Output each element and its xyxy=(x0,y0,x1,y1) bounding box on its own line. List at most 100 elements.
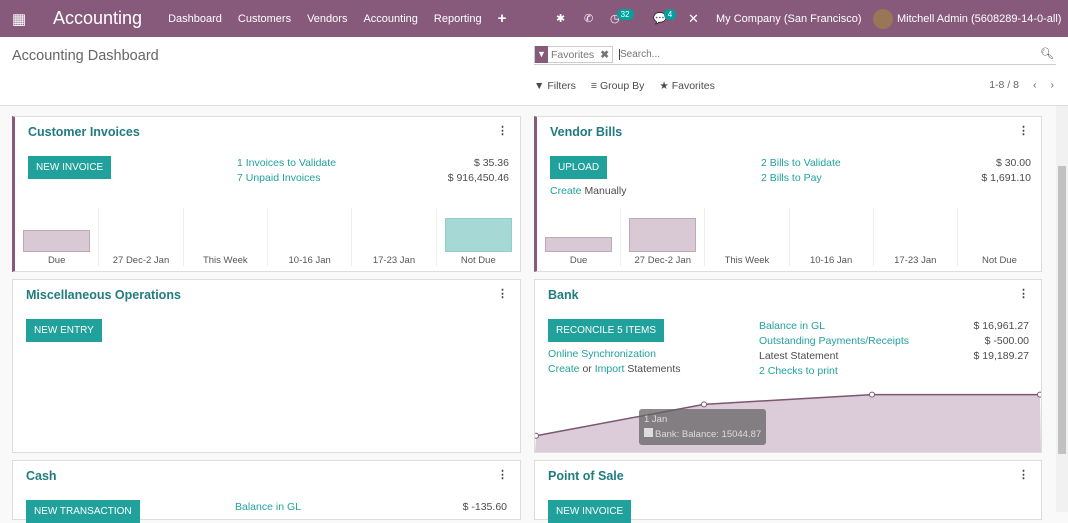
bar-column: Not Due xyxy=(958,208,1041,266)
apps-menu-icon[interactable]: ▦ xyxy=(12,10,27,28)
favorites-label: Favorites xyxy=(671,80,715,92)
balance-gl-link[interactable]: Balance in GL xyxy=(235,501,301,513)
menu-reporting[interactable]: Reporting xyxy=(433,12,482,25)
filters-button[interactable]: ▼ Filters xyxy=(534,80,576,92)
or-text: or xyxy=(582,363,592,375)
data-point[interactable] xyxy=(535,432,539,439)
company-switcher[interactable]: My Company (San Francisco) xyxy=(716,12,862,25)
bar-label: This Week xyxy=(202,255,248,266)
user-name: Mitchell Admin (5608289-14-0-all) xyxy=(897,12,1062,25)
bar[interactable] xyxy=(444,218,512,252)
create-manually-suffix: Manually xyxy=(584,185,627,197)
search-input[interactable] xyxy=(619,49,1056,60)
card-title[interactable]: Vendor Bills xyxy=(550,125,623,139)
value: $ 19,189.27 xyxy=(973,350,1029,362)
kebab-menu-icon[interactable]: ⋮ xyxy=(497,469,508,481)
card-title[interactable]: Miscellaneous Operations xyxy=(26,288,181,302)
import-statement-link[interactable]: Import xyxy=(594,363,625,375)
menu-accounting[interactable]: Accounting xyxy=(363,12,418,25)
pager-next-icon[interactable]: › xyxy=(1050,79,1055,91)
bar-column: Due xyxy=(15,208,100,266)
bug-icon[interactable]: ✱ xyxy=(556,13,566,25)
kebab-menu-icon[interactable]: ⋮ xyxy=(497,288,508,300)
data-point[interactable] xyxy=(1037,391,1043,398)
bar-column: 17-23 Jan xyxy=(352,208,437,266)
new-invoice-button[interactable]: New Invoice xyxy=(28,156,112,179)
bar-label: 17-23 Jan xyxy=(372,255,416,266)
tooltip-text: Bank: Balance: 15044.87 xyxy=(655,429,762,440)
card-title[interactable]: Point of Sale xyxy=(548,469,624,483)
bills-bar-chart: Due 27 Dec-2 Jan This Week 10-16 Jan 17-23 J… xyxy=(537,208,1041,266)
bar[interactable] xyxy=(545,236,612,252)
plus-icon[interactable]: + xyxy=(497,10,507,27)
clock-icon: ◷ xyxy=(610,13,620,25)
value: $ 1,691.10 xyxy=(981,172,1031,184)
app-title[interactable]: Accounting xyxy=(53,8,143,28)
phone-icon[interactable]: ✆ xyxy=(584,13,594,25)
bar-label: This Week xyxy=(724,255,770,266)
outstanding-payments-link[interactable]: Outstanding Payments/Receipts xyxy=(759,335,909,347)
value: $ -500.00 xyxy=(984,335,1029,347)
card-title[interactable]: Bank xyxy=(548,288,579,302)
tooltip-title: 1 Jan xyxy=(644,414,668,425)
upload-button[interactable]: Upload xyxy=(550,156,608,179)
point-of-sale-card: Point of Sale ⋮ New Invoice xyxy=(534,460,1042,523)
scrollbar[interactable] xyxy=(1056,106,1068,512)
card-title[interactable]: Customer Invoices xyxy=(28,125,140,139)
favorites-button[interactable]: ★ Favorites xyxy=(659,80,715,92)
tools-icon[interactable]: ✕ xyxy=(688,10,699,26)
kebab-menu-icon[interactable]: ⋮ xyxy=(1018,288,1029,300)
bar-column: This Week xyxy=(705,208,790,266)
bills-to-validate-link[interactable]: 2 Bills to Validate xyxy=(761,157,841,169)
bar[interactable] xyxy=(23,229,90,252)
avatar xyxy=(873,8,893,29)
card-title[interactable]: Cash xyxy=(26,469,57,483)
bar-column: 27 Dec-2 Jan xyxy=(621,208,706,266)
pager-previous-icon[interactable]: ‹ xyxy=(1033,79,1037,91)
create-statement-link[interactable]: Create xyxy=(548,363,580,375)
menu-dashboard[interactable]: Dashboard xyxy=(168,12,222,25)
bar-column: 10-16 Jan xyxy=(790,208,874,266)
bills-to-pay-link[interactable]: 2 Bills to Pay xyxy=(761,172,822,184)
balance-gl-link[interactable]: Balance in GL xyxy=(759,320,825,332)
search-facet[interactable]: ▼ Favorites ✖ xyxy=(534,46,613,63)
bank-card: Bank ⋮ Reconcile 5 Items Online Synchron… xyxy=(534,279,1042,453)
reconcile-button[interactable]: Reconcile 5 Items xyxy=(548,319,665,342)
activity-badge: 32 xyxy=(616,9,634,20)
online-sync-link[interactable]: Online Synchronization xyxy=(548,348,656,360)
menu-vendors[interactable]: Vendors xyxy=(307,12,348,25)
chart-tooltip: 1 Jan Bank: Balance: 15044.87 xyxy=(639,409,767,445)
create-manually-link[interactable]: Create xyxy=(550,185,582,197)
search-icon[interactable]: 🔍︎ xyxy=(1040,48,1054,60)
menu-customers[interactable]: Customers xyxy=(237,12,292,25)
filter-icon: ▼ xyxy=(535,46,548,63)
value: $ 16,961.27 xyxy=(973,320,1029,332)
vendor-bills-card: Vendor Bills ⋮ Upload Create Manually 2 … xyxy=(534,116,1042,272)
bar[interactable] xyxy=(629,218,697,252)
scrollbar-thumb[interactable] xyxy=(1058,166,1066,454)
value: $ 916,450.46 xyxy=(447,172,509,184)
page-title: Accounting Dashboard xyxy=(12,48,159,64)
bar-label: 27 Dec-2 Jan xyxy=(112,255,170,266)
bar-label: Not Due xyxy=(460,255,496,266)
kebab-menu-icon[interactable]: ⋮ xyxy=(1018,125,1029,137)
invoices-to-validate-link[interactable]: 1 Invoices to Validate xyxy=(237,157,337,169)
activity-button[interactable]: ◷ 32 xyxy=(610,0,634,37)
remove-facet-icon[interactable]: ✖ xyxy=(600,48,609,61)
kebab-menu-icon[interactable]: ⋮ xyxy=(1018,469,1029,481)
bar-label: 27 Dec-2 Jan xyxy=(634,255,692,266)
data-point[interactable] xyxy=(869,391,875,398)
user-menu[interactable]: Mitchell Admin (5608289-14-0-all) xyxy=(873,0,1061,37)
balance-line xyxy=(535,393,1040,437)
unpaid-invoices-link[interactable]: 7 Unpaid Invoices xyxy=(237,172,321,184)
group-by-button[interactable]: ≡ Group By xyxy=(591,80,644,92)
messages-button[interactable]: 💬 4 xyxy=(653,0,677,37)
checks-to-print-link[interactable]: 2 Checks to print xyxy=(759,365,838,377)
bar-label: 10-16 Jan xyxy=(288,255,331,266)
pager-value[interactable]: 1-8 / 8 xyxy=(989,79,1019,91)
group-by-label: Group By xyxy=(599,80,645,92)
new-entry-button[interactable]: New Entry xyxy=(26,319,102,342)
kebab-menu-icon[interactable]: ⋮ xyxy=(497,125,508,137)
data-point[interactable] xyxy=(701,401,707,408)
bar-label: Due xyxy=(47,255,66,266)
